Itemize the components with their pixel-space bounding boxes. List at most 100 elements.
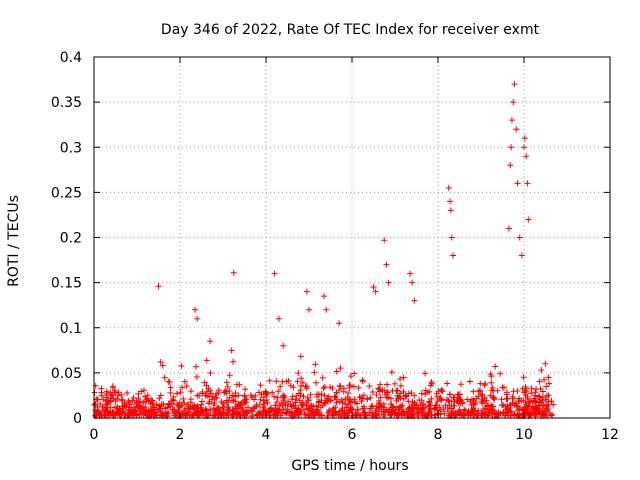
background-point: [205, 400, 212, 407]
data-point: [194, 315, 201, 322]
background-point: [506, 408, 513, 415]
background-point: [482, 380, 489, 387]
background-point: [295, 370, 302, 377]
data-point: [157, 359, 164, 366]
background-point: [178, 363, 185, 370]
background-point: [97, 400, 104, 407]
background-point: [516, 406, 523, 413]
background-point: [149, 397, 156, 404]
background-point: [243, 396, 250, 403]
background-point: [355, 384, 362, 391]
background-point: [398, 382, 404, 389]
background-point: [197, 409, 204, 416]
data-point: [447, 198, 454, 205]
background-point: [271, 393, 278, 400]
background-point: [381, 387, 388, 394]
background-point: [252, 392, 259, 399]
background-point: [130, 412, 137, 419]
background-point: [192, 363, 199, 370]
background-point: [415, 404, 422, 411]
background-point: [223, 399, 230, 406]
background-point: [268, 404, 275, 411]
background-point: [130, 404, 137, 411]
background-point: [273, 378, 280, 385]
background-point: [177, 389, 184, 396]
background-point: [514, 407, 521, 414]
background-point: [433, 402, 440, 409]
background-point: [395, 411, 402, 418]
background-point: [480, 406, 487, 413]
y-axis-label: ROTI / TECUs: [6, 195, 22, 287]
background-point: [360, 378, 367, 385]
background-point: [294, 378, 301, 385]
background-point: [270, 408, 277, 415]
background-point: [188, 388, 195, 395]
background-point: [170, 394, 177, 401]
background-point: [395, 406, 402, 413]
background-point: [359, 405, 366, 412]
background-point: [383, 394, 390, 401]
background-point: [253, 401, 260, 408]
background-point: [157, 392, 164, 399]
background-point: [187, 399, 194, 406]
background-point: [157, 405, 164, 412]
background-point: [398, 408, 405, 415]
background-point: [261, 400, 268, 407]
background-point: [318, 411, 325, 418]
background-point: [247, 392, 254, 399]
background-point: [487, 371, 494, 378]
background-point: [257, 396, 264, 403]
data-point: [383, 261, 390, 268]
background-point: [522, 391, 529, 398]
data-point: [409, 279, 416, 286]
background-point: [450, 394, 457, 401]
background-point: [354, 411, 361, 418]
background-point: [383, 406, 390, 413]
background-point: [288, 403, 295, 410]
background-point: [407, 410, 414, 417]
background-point: [120, 405, 127, 412]
background-point: [440, 406, 447, 413]
background-point: [437, 395, 444, 402]
background-point: [400, 388, 407, 395]
background-point: [425, 410, 432, 417]
background-point: [290, 384, 297, 391]
background-point: [438, 386, 445, 393]
background-point: [276, 408, 283, 415]
background-point: [250, 396, 257, 403]
background-point: [274, 394, 281, 401]
background-point: [98, 392, 105, 399]
background-point: [260, 397, 267, 404]
background-point: [406, 406, 413, 413]
background-point: [293, 393, 300, 400]
background-point: [209, 393, 216, 400]
background-point: [522, 399, 529, 406]
background-point: [545, 398, 552, 405]
chart-title: Day 346 of 2022, Rate Of TEC Index for r…: [161, 22, 540, 38]
background-point: [126, 399, 133, 406]
background-point: [308, 402, 315, 409]
background-point: [542, 360, 549, 367]
background-point: [187, 406, 194, 413]
y-tick-label: 0: [73, 411, 82, 427]
background-point: [532, 389, 539, 396]
background-point: [331, 393, 338, 400]
background-point: [543, 383, 550, 390]
background-point: [104, 400, 111, 407]
background-point: [469, 408, 476, 415]
background-point: [377, 381, 384, 388]
x-tick-label: 12: [601, 427, 619, 443]
background-point: [477, 388, 484, 395]
x-tick-label: 6: [348, 427, 357, 443]
background-point: [550, 401, 557, 408]
data-point: [508, 144, 515, 151]
background-point: [342, 412, 349, 419]
background-point: [138, 388, 145, 395]
background-point: [419, 406, 426, 413]
background-point: [428, 411, 435, 418]
background-point: [475, 407, 482, 414]
background-point: [246, 408, 253, 415]
background-point: [220, 400, 227, 407]
background-point: [145, 407, 152, 414]
background-point: [119, 396, 126, 403]
